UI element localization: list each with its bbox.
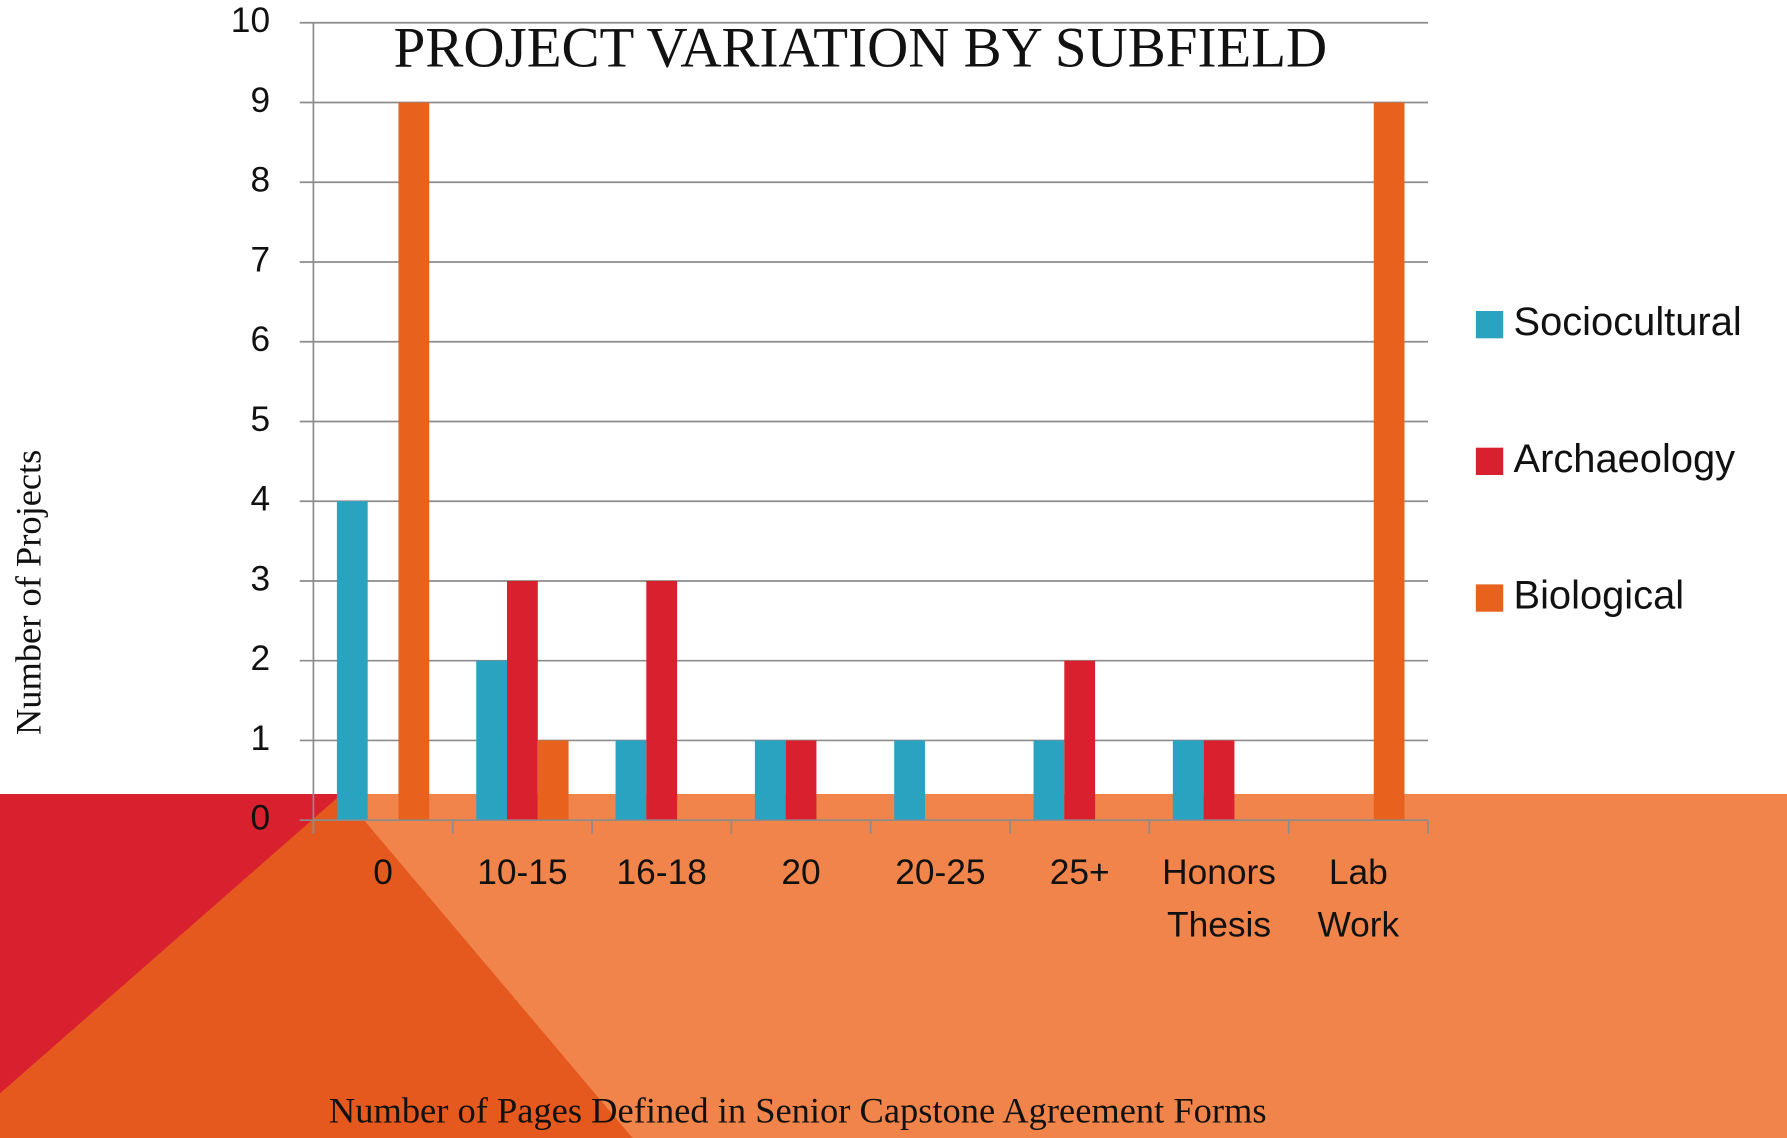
y-tick-label: 4 (250, 480, 270, 519)
y-tick-label: 10 (231, 1, 270, 40)
x-tick-label: 10-15 (477, 853, 567, 892)
y-tick-label: 3 (250, 559, 270, 598)
bar (538, 740, 569, 820)
y-tick-label: 7 (250, 240, 270, 279)
bar (1173, 740, 1204, 820)
legend-label: Archaeology (1513, 437, 1735, 481)
bar (1374, 103, 1405, 821)
chart: 012345678910010-1516-182020-2525+HonorsT… (0, 0, 1787, 1138)
x-tick-label: 20 (781, 853, 820, 892)
bar (894, 740, 925, 820)
x-tick-label: 25+ (1050, 853, 1110, 892)
bar (1034, 740, 1065, 820)
y-tick-label: 9 (250, 81, 270, 120)
y-tick-label: 2 (250, 639, 270, 678)
bar (646, 581, 677, 820)
bar (337, 501, 368, 820)
bar (1064, 661, 1095, 820)
bar (786, 740, 817, 820)
legend-label: Sociocultural (1513, 300, 1741, 344)
y-tick-label: 1 (250, 719, 270, 758)
y-tick-label: 0 (250, 799, 270, 838)
y-axis-title: Number of Projects (8, 450, 48, 735)
y-tick-label: 6 (250, 320, 270, 359)
legend-swatch (1476, 311, 1503, 338)
x-tick-label: 16-18 (617, 853, 707, 892)
bar (1204, 740, 1235, 820)
bar (398, 103, 429, 821)
x-tick-label: 0 (373, 853, 393, 892)
bar (755, 740, 786, 820)
bar (476, 661, 507, 820)
bar (616, 740, 647, 820)
chart-title: PROJECT VARIATION BY SUBFIELD (394, 17, 1327, 80)
legend-swatch (1476, 448, 1503, 475)
legend-swatch (1476, 584, 1503, 611)
bar (507, 581, 538, 820)
x-axis-title: Number of Pages Defined in Senior Capsto… (329, 1090, 1267, 1130)
y-tick-label: 5 (250, 400, 270, 439)
y-tick-label: 8 (250, 161, 270, 200)
legend-label: Biological (1513, 574, 1684, 618)
page: {"chart_data": {"type": "bar", "title": … (0, 0, 1787, 1138)
x-tick-label: 20-25 (895, 853, 985, 892)
